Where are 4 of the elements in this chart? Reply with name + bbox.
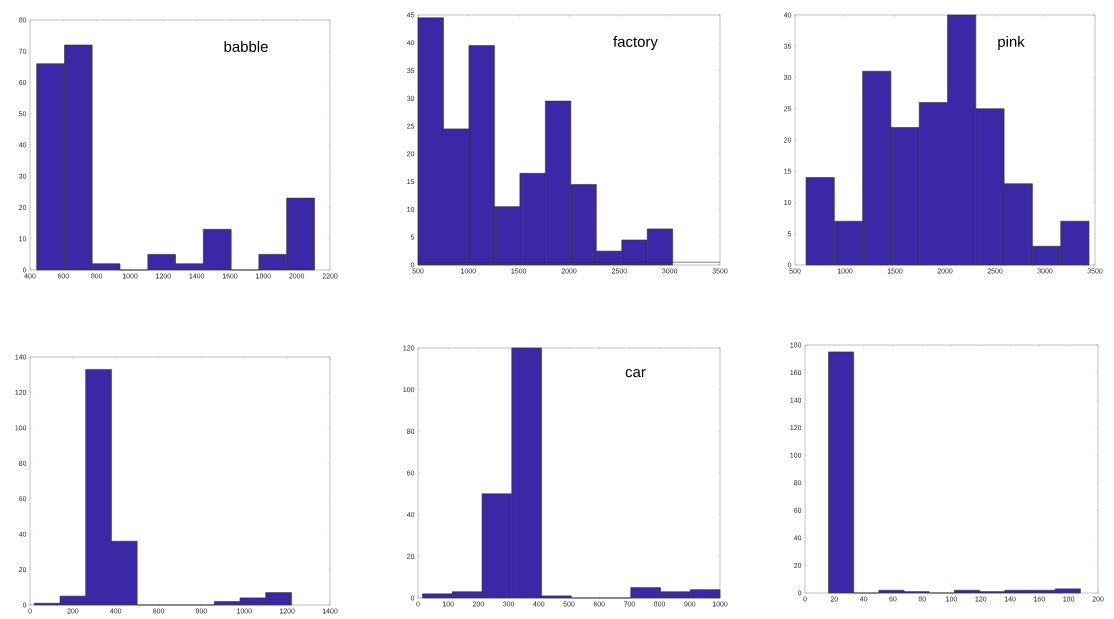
text: factory	[613, 36, 658, 50]
text: pink	[998, 36, 1025, 50]
text: car	[625, 369, 646, 378]
text: babble	[224, 41, 268, 52]
